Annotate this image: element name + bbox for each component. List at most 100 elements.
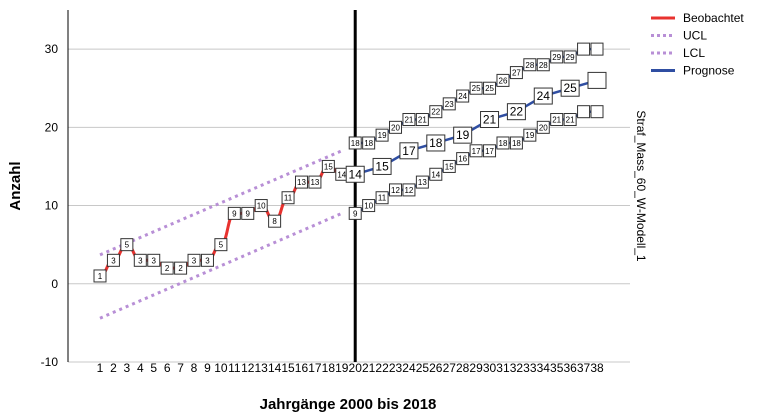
x-tick-label: 31: [496, 361, 510, 375]
point-marker: 2: [160, 261, 174, 275]
x-tick-label: 1: [97, 361, 104, 375]
point-marker: 26: [496, 73, 510, 87]
point-marker: 10: [254, 199, 268, 213]
series-line-prognose: [354, 79, 598, 176]
svg-text:2: 2: [165, 264, 170, 273]
svg-text:14: 14: [431, 170, 440, 179]
svg-text:12: 12: [391, 186, 400, 195]
svg-text:9: 9: [232, 209, 237, 218]
svg-text:24: 24: [537, 89, 551, 103]
x-tick-label: 16: [295, 361, 309, 375]
x-tick-label: 21: [362, 361, 376, 375]
x-tick-label: 18: [322, 361, 336, 375]
point-marker: 5: [214, 238, 228, 252]
x-tick-label: 26: [429, 361, 443, 375]
legend-item: LCL: [651, 46, 705, 60]
point-marker: 12: [402, 183, 416, 197]
point-marker: 3: [106, 253, 120, 267]
x-tick-label: 13: [255, 361, 269, 375]
point-marker: 19: [375, 128, 389, 142]
point-marker: 3: [200, 253, 214, 267]
svg-text:23: 23: [445, 100, 454, 109]
svg-text:25: 25: [472, 84, 481, 93]
point-marker: 21: [563, 113, 577, 127]
point-marker: 21: [480, 111, 500, 129]
svg-text:13: 13: [297, 178, 306, 187]
gridlines: [68, 48, 630, 363]
x-tick-label: 28: [456, 361, 470, 375]
legend-item: Beobachtet: [651, 11, 744, 25]
x-tick-label: 3: [124, 361, 131, 375]
legend-label: UCL: [683, 29, 707, 43]
point-marker: 18: [509, 136, 523, 150]
x-tick-label: 7: [177, 361, 184, 375]
svg-text:14: 14: [337, 170, 346, 179]
x-tick-label: 2: [110, 361, 117, 375]
point-marker: 22: [429, 105, 443, 119]
point-marker: 17: [469, 144, 483, 158]
legend-label: Prognose: [683, 64, 735, 78]
x-tick-labels: 1 2 3 4 5 6 7 8 9 10 11 12 13 14 15 16 17 18 19 20 21 22 23 24 2…: [97, 361, 604, 375]
svg-text:3: 3: [205, 256, 210, 265]
svg-text:21: 21: [552, 116, 561, 125]
point-marker: 13: [415, 175, 429, 189]
svg-text:29: 29: [552, 53, 561, 62]
x-tick-label: 17: [308, 361, 322, 375]
point-marker: 13: [308, 175, 322, 189]
point-marker: 23: [442, 97, 456, 111]
svg-text:18: 18: [364, 139, 373, 148]
svg-text:1: 1: [98, 272, 103, 281]
x-tick-label: 12: [241, 361, 255, 375]
point-marker: 15: [372, 157, 392, 175]
point-marker: 21: [550, 113, 564, 127]
svg-text:16: 16: [458, 155, 467, 164]
x-tick-label: 33: [523, 361, 537, 375]
svg-text:18: 18: [429, 136, 443, 150]
svg-text:24: 24: [458, 92, 467, 101]
point-marker: 19: [453, 126, 473, 144]
point-marker: 19: [523, 128, 537, 142]
svg-text:9: 9: [246, 209, 251, 218]
svg-text:29: 29: [566, 53, 575, 62]
y-tick-label: 30: [45, 42, 59, 56]
x-tick-label: 36: [563, 361, 577, 375]
x-tick-label: 27: [443, 361, 457, 375]
svg-text:19: 19: [456, 128, 470, 142]
x-tick-label: 14: [268, 361, 282, 375]
x-tick-label: 22: [375, 361, 389, 375]
point-marker: [577, 105, 591, 119]
point-marker: 9: [227, 206, 241, 220]
svg-text:14: 14: [349, 167, 363, 181]
point-marker: 3: [133, 253, 147, 267]
svg-text:15: 15: [375, 159, 389, 173]
point-marker: 15: [321, 159, 335, 173]
legend-label: LCL: [683, 46, 705, 60]
point-marker: 13: [294, 175, 308, 189]
x-tick-label: 37: [577, 361, 591, 375]
point-marker: 28: [523, 58, 537, 72]
x-tick-label: 11: [228, 361, 241, 375]
point-marker: 10: [362, 199, 376, 213]
point-marker: 27: [509, 66, 523, 80]
svg-text:3: 3: [111, 256, 116, 265]
x-tick-label: 4: [137, 361, 144, 375]
svg-text:19: 19: [378, 131, 387, 140]
point-marker: [587, 71, 607, 89]
point-marker: 9: [348, 206, 362, 220]
svg-text:5: 5: [125, 241, 130, 250]
point-marker: 14: [429, 167, 443, 181]
point-marker: 29: [563, 50, 577, 64]
x-tick-label: 25: [416, 361, 430, 375]
svg-text:5: 5: [219, 241, 224, 250]
point-marker: 1: [93, 269, 107, 283]
svg-text:3: 3: [192, 256, 197, 265]
svg-text:21: 21: [404, 116, 413, 125]
legend: Beobachtet UCL LCL Prognose: [651, 11, 744, 78]
x-tick-label: 10: [214, 361, 228, 375]
point-marker: 21: [415, 113, 429, 127]
svg-text:21: 21: [566, 116, 575, 125]
svg-text:22: 22: [510, 105, 524, 119]
y-tick-label: 0: [51, 277, 58, 291]
point-marker: 14: [345, 165, 365, 183]
